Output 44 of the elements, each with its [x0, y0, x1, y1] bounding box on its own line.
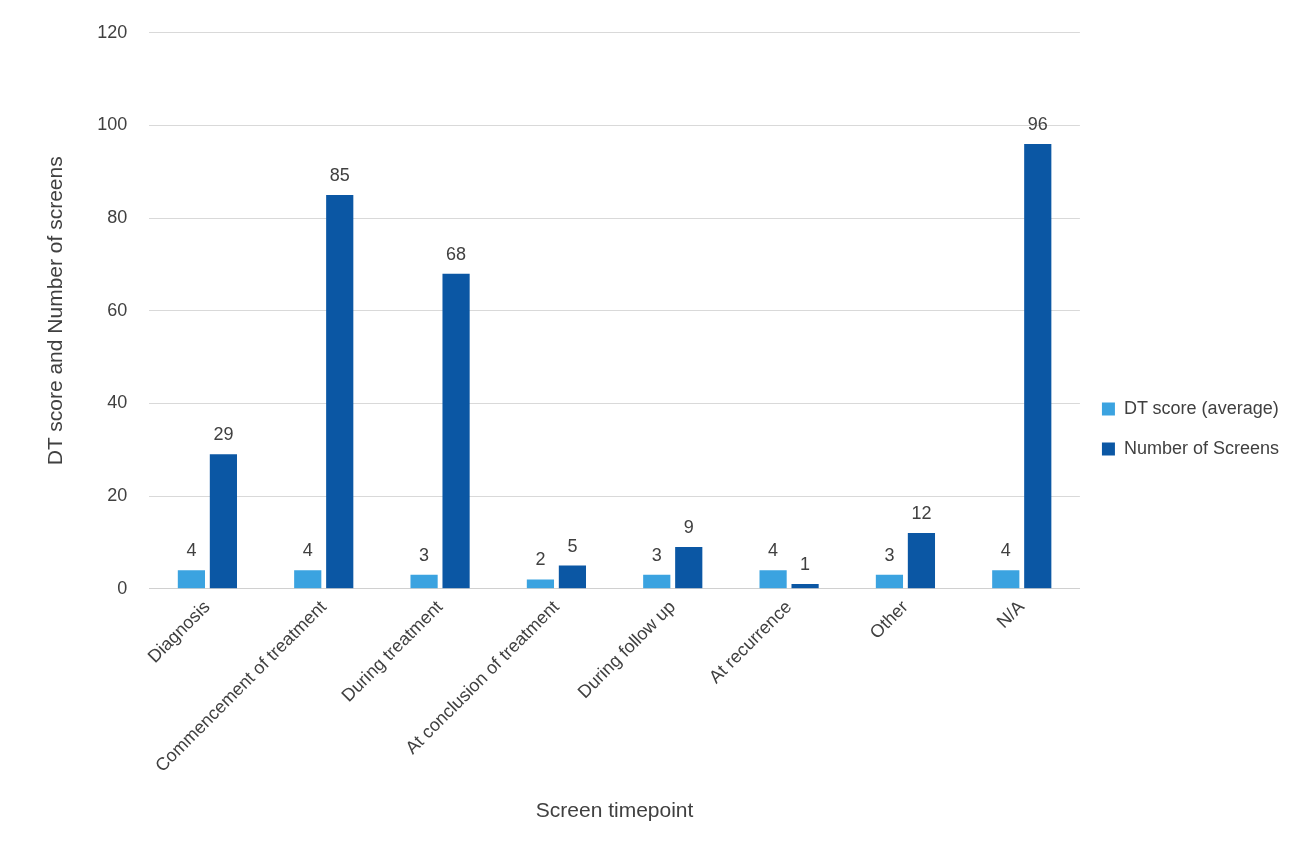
bar: [1024, 143, 1052, 589]
y-tick-label: 60: [107, 299, 128, 320]
bar: [759, 570, 787, 589]
bar: [791, 584, 819, 589]
y-tick-label: 100: [97, 114, 128, 135]
bar: [410, 574, 438, 589]
y-tick-label: 0: [117, 577, 128, 598]
x-tick-label: N/A: [992, 596, 1029, 632]
y-tick-label: 40: [107, 392, 128, 413]
bar: [326, 194, 354, 589]
y-tick-label: 20: [107, 485, 128, 506]
bar: [209, 454, 237, 589]
legend-label: Number of Screens: [1123, 437, 1280, 458]
data-label: 5: [567, 535, 578, 556]
data-label: 4: [186, 540, 197, 561]
data-label: 12: [911, 503, 932, 524]
bar: [992, 570, 1020, 589]
data-label: 3: [419, 544, 430, 565]
data-label: 4: [1000, 540, 1011, 561]
bar: [907, 533, 936, 589]
data-label: 1: [800, 554, 811, 575]
y-tick-label: 80: [107, 207, 128, 228]
bar: [177, 570, 205, 589]
x-axis-title: Screen timepoint: [535, 798, 694, 822]
bar: [442, 273, 470, 589]
legend-label: DT score (average): [1123, 397, 1279, 418]
bar: [643, 574, 671, 589]
data-label: 9: [683, 516, 694, 537]
data-label: 4: [302, 540, 313, 561]
bar: [526, 579, 555, 589]
y-axis-title: DT score and Number of screens: [43, 156, 67, 466]
data-label: 85: [329, 164, 350, 185]
data-label: 3: [884, 544, 895, 565]
bar: [875, 574, 904, 589]
y-tick-label: 120: [97, 21, 128, 42]
data-label: 29: [213, 424, 234, 445]
data-label: 4: [768, 540, 779, 561]
data-label: 3: [651, 544, 662, 565]
data-label: 68: [446, 243, 467, 264]
data-label: 2: [535, 549, 546, 570]
bar: [558, 565, 587, 589]
bar: [294, 570, 322, 589]
bar: [675, 547, 703, 589]
data-label: 96: [1027, 113, 1048, 134]
